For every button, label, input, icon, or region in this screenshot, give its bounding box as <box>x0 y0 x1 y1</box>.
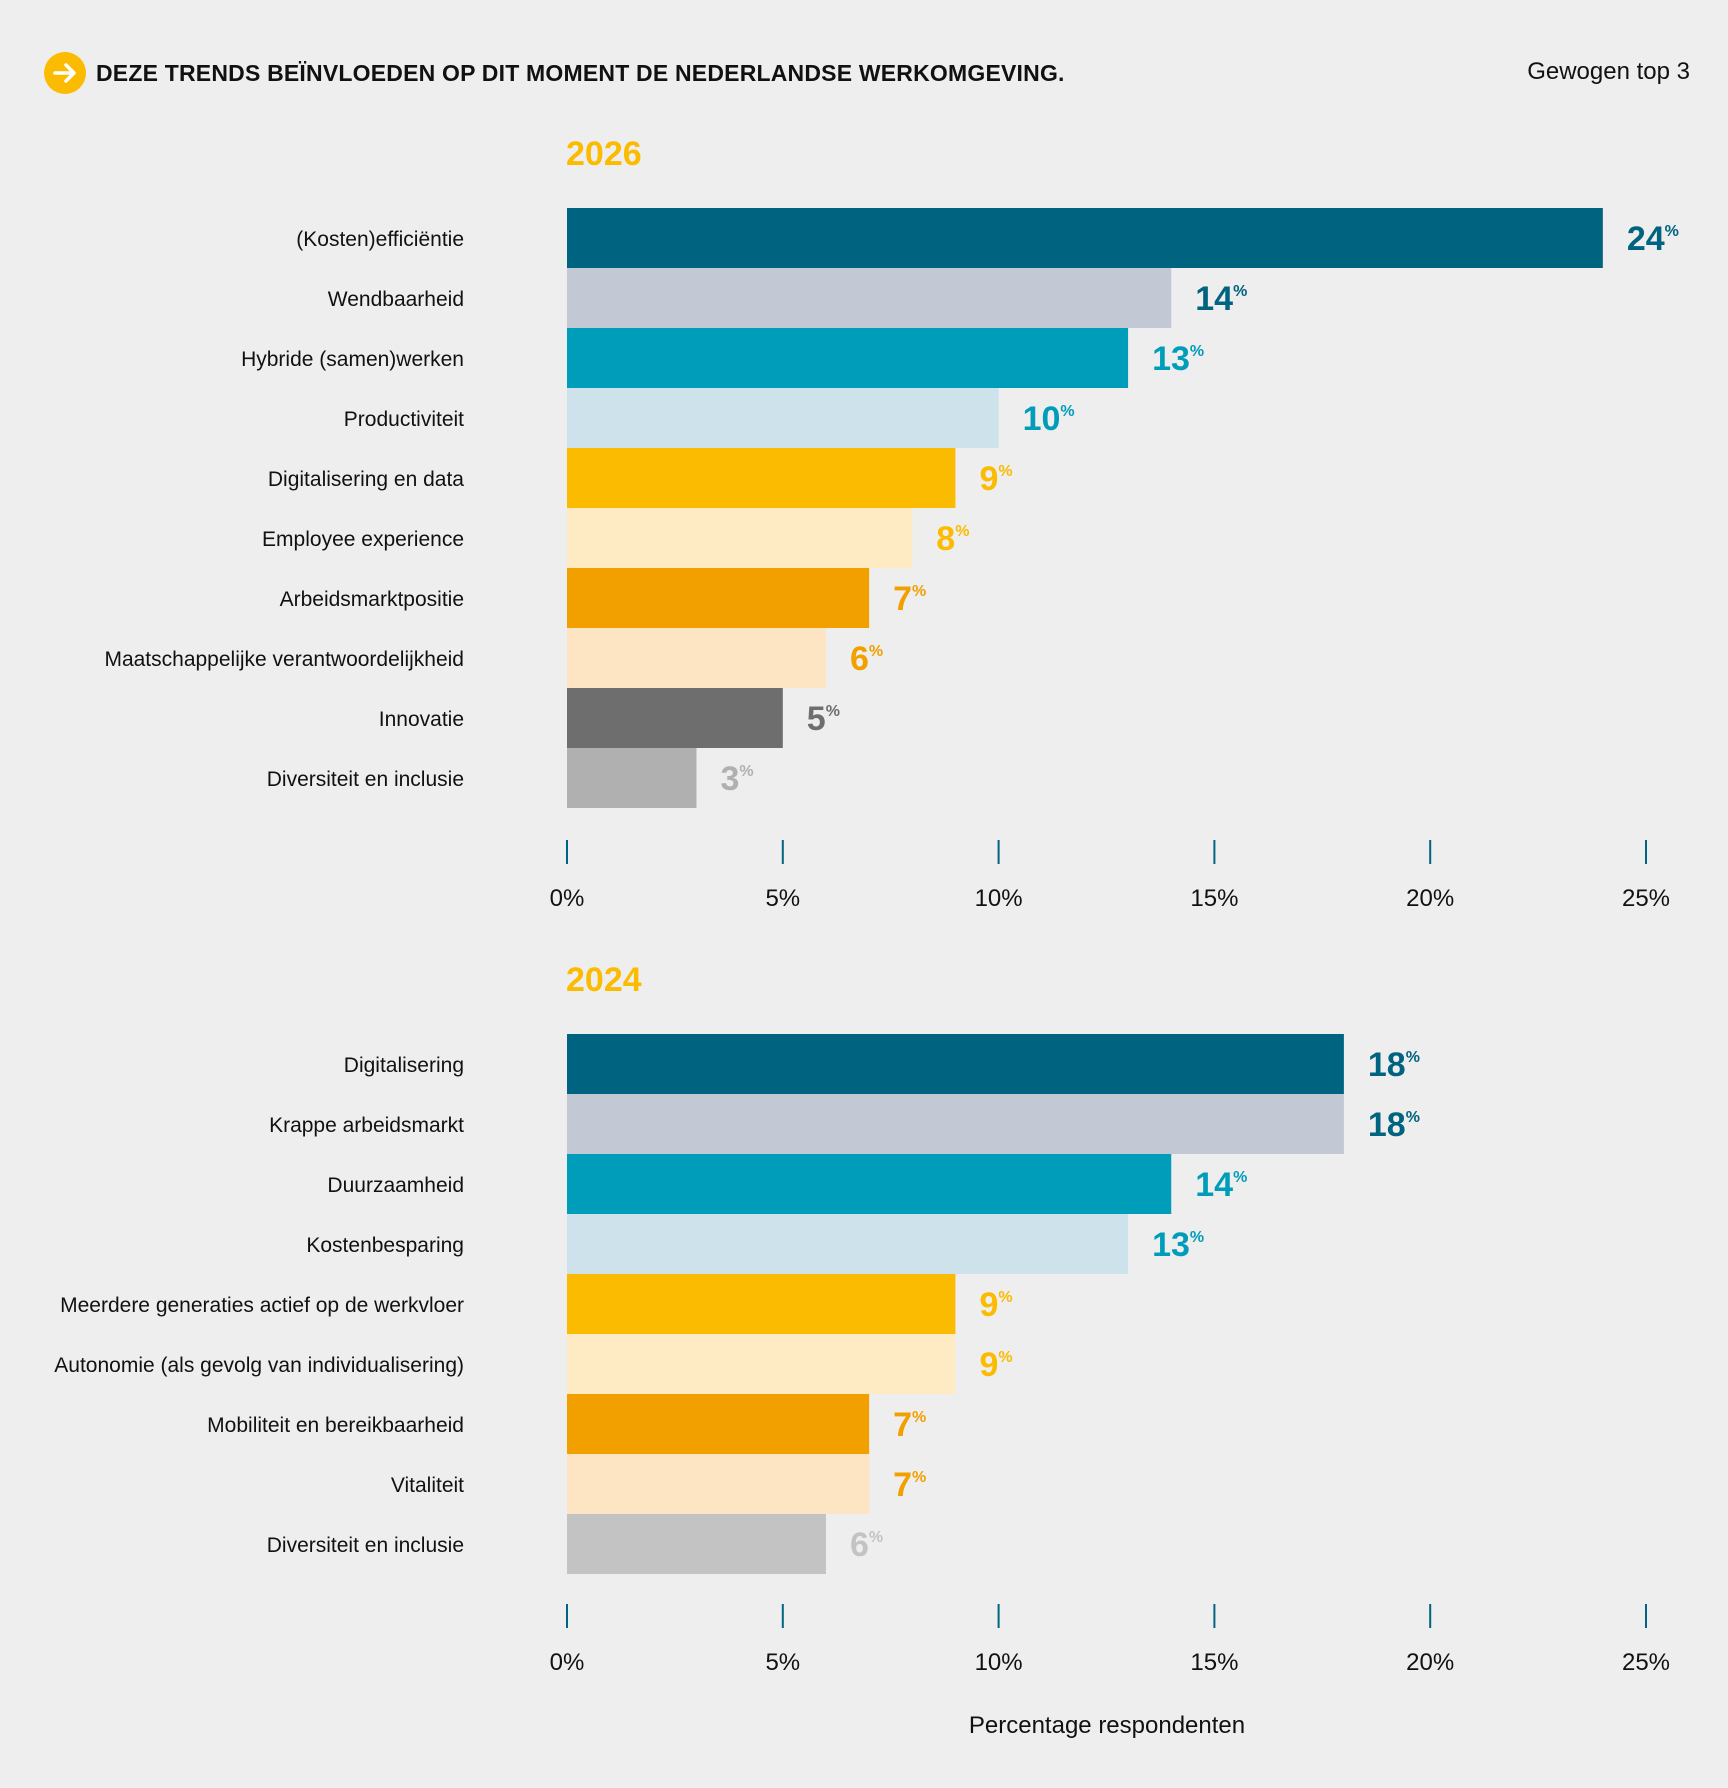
bar-vitaliteit <box>567 1454 870 1514</box>
bar-hybride-samen-werken <box>567 328 1129 388</box>
category-label: Autonomie (als gevolg van individualiser… <box>54 1354 464 1377</box>
bar-digitalisering <box>567 1034 1344 1094</box>
data-label: 7% <box>893 1466 926 1504</box>
bar-maatschappelijke-verantwoordelijkheid <box>567 628 826 688</box>
category-label: Diversiteit en inclusie <box>267 1534 464 1557</box>
bar-autonomie-als-gevolg-van-individualisering <box>567 1334 956 1394</box>
data-label: 9% <box>979 1286 1012 1324</box>
category-label: Hybride (samen)werken <box>241 348 464 371</box>
bar-employee-experience <box>567 508 913 568</box>
chart-title-2026: 2026 <box>566 135 642 173</box>
data-label: 18% <box>1368 1106 1420 1144</box>
bar-duurzaamheid <box>567 1154 1172 1214</box>
category-label: Diversiteit en inclusie <box>267 768 464 791</box>
data-label: 6% <box>850 1526 883 1564</box>
bar-diversiteit-en-inclusie <box>567 748 697 808</box>
data-label: 9% <box>979 1346 1012 1384</box>
x-tick-label: 20% <box>1406 1649 1454 1676</box>
bar-chart-2024: 2024 Digitalisering 18% Krappe arbeidsmarkt… <box>54 961 1670 1676</box>
bar-innovatie <box>567 688 783 748</box>
page-title: DEZE TRENDS BEÏNVLOEDEN OP DIT MOMENT DE… <box>96 60 1065 86</box>
x-tick-label: 0% <box>550 885 585 912</box>
data-label: 13% <box>1152 1226 1204 1264</box>
x-tick-label: 25% <box>1622 885 1670 912</box>
bar-diversiteit-en-inclusie <box>567 1514 826 1574</box>
bar-wendbaarheid <box>567 268 1172 328</box>
bar-kosten-efficientie <box>567 208 1603 268</box>
data-label: 9% <box>979 460 1012 498</box>
category-label: Vitaliteit <box>391 1474 464 1497</box>
category-label: Mobiliteit en bereikbaarheid <box>207 1414 464 1437</box>
data-label: 7% <box>893 1406 926 1444</box>
x-axis-label: Percentage respondenten <box>968 1712 1246 1739</box>
x-tick-label: 25% <box>1622 1649 1670 1676</box>
chart-title-2024: 2024 <box>566 961 642 999</box>
category-label: Arbeidsmarktpositie <box>280 588 464 611</box>
category-label: Wendbaarheid <box>328 288 464 311</box>
header-note: Gewogen top 3 <box>1527 58 1690 85</box>
category-label: Krappe arbeidsmarkt <box>269 1114 464 1137</box>
category-label: Employee experience <box>262 528 464 551</box>
category-label: Productiviteit <box>344 408 464 431</box>
data-label: 3% <box>720 760 753 798</box>
arrow-right-icon <box>44 52 86 94</box>
category-label: Innovatie <box>379 708 464 731</box>
header: DEZE TRENDS BEÏNVLOEDEN OP DIT MOMENT DE… <box>44 52 1690 94</box>
x-tick-label: 20% <box>1406 885 1454 912</box>
bar-digitalisering-en-data <box>567 448 956 508</box>
data-label: 18% <box>1368 1046 1420 1084</box>
category-label: Duurzaamheid <box>327 1174 464 1197</box>
x-tick-label: 0% <box>550 1649 585 1676</box>
x-tick-label: 10% <box>975 885 1023 912</box>
x-tick-label: 10% <box>975 1649 1023 1676</box>
category-label: Digitalisering <box>344 1054 464 1077</box>
x-tick-label: 5% <box>765 885 800 912</box>
category-label: (Kosten)efficiëntie <box>296 228 464 251</box>
category-label: Digitalisering en data <box>268 468 464 491</box>
x-tick-label: 5% <box>765 1649 800 1676</box>
bar-mobiliteit-en-bereikbaarheid <box>567 1394 870 1454</box>
x-tick-label: 15% <box>1190 1649 1238 1676</box>
data-label: 7% <box>893 580 926 618</box>
bar-arbeidsmarktpositie <box>567 568 870 628</box>
bar-krappe-arbeidsmarkt <box>567 1094 1344 1154</box>
category-label: Maatschappelijke verantwoordelijkheid <box>104 648 464 671</box>
bar-meerdere-generaties-actief-op-de-werkvloer <box>567 1274 956 1334</box>
category-label: Kostenbesparing <box>306 1234 464 1257</box>
category-label: Meerdere generaties actief op de werkvlo… <box>60 1294 464 1317</box>
bar-chart-2026: 2026(Kosten)efficiëntie 24%Wendbaarheid 14… <box>104 135 1678 912</box>
x-tick-label: 15% <box>1190 885 1238 912</box>
bar-kostenbesparing <box>567 1214 1129 1274</box>
data-label: 14% <box>1195 1166 1247 1204</box>
bar-productiviteit <box>567 388 999 448</box>
